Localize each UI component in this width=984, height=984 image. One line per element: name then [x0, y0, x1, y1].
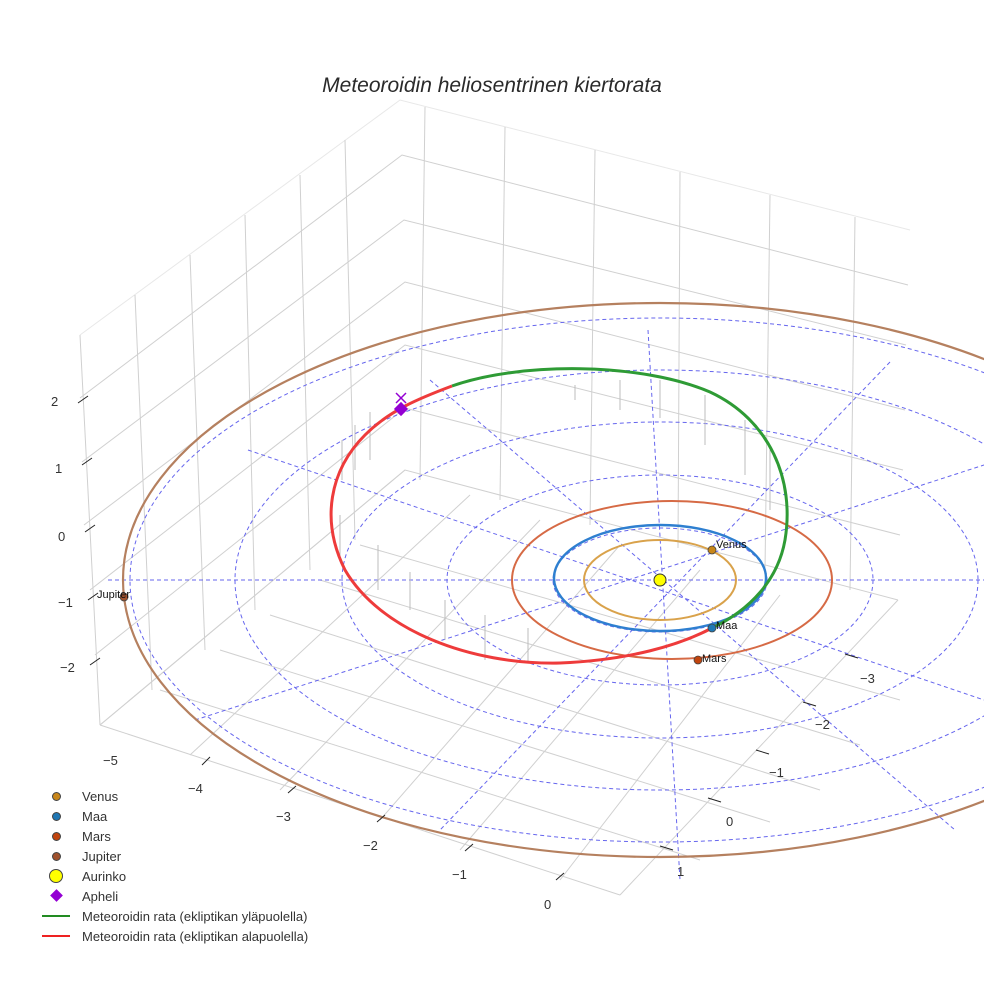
z-tick: 1: [55, 461, 63, 476]
jupiter-orbit: [122, 301, 984, 859]
drop-lines: [339, 380, 771, 662]
mars-label: Mars: [702, 653, 727, 665]
legend: Venus Maa Mars Jupiter Aurinko Apheli Me…: [38, 786, 308, 946]
meteoroid-orbit-above: [451, 367, 789, 630]
mars-dot-icon: [52, 832, 61, 841]
axis-box-grid: [79, 99, 911, 896]
axis-tick-marks: [77, 395, 859, 881]
mars-marker: [693, 655, 703, 665]
x-tick: −5: [103, 753, 118, 768]
z-tick: 2: [51, 394, 59, 409]
diamond-icon: [50, 889, 63, 902]
legend-item-apheli[interactable]: Apheli: [38, 886, 308, 906]
legend-label: Venus: [82, 788, 119, 804]
z-tick: 0: [58, 529, 66, 544]
legend-item-venus[interactable]: Venus: [38, 786, 308, 806]
red-line-icon: [42, 935, 70, 937]
y-tick: 0: [726, 814, 734, 829]
venus-label: Venus: [716, 539, 747, 551]
jupiter-marker: [119, 592, 129, 602]
z-tick: −2: [60, 660, 75, 675]
legend-item-maa[interactable]: Maa: [38, 806, 308, 826]
y-tick: −3: [860, 671, 875, 686]
legend-label: Meteoroidin rata (ekliptikan yläpuolella…: [82, 908, 308, 924]
ecliptic-polar-grid: [108, 317, 984, 881]
meteoroid-orbit-below: [329, 384, 713, 665]
y-tick: 1: [677, 864, 685, 879]
x-tick: −4: [188, 781, 203, 796]
green-line-icon: [42, 915, 70, 917]
jupiter-label: Jupiter: [97, 589, 131, 601]
y-tick: −1: [769, 765, 784, 780]
venus-dot-icon: [52, 792, 61, 801]
sun-dot-icon: [49, 869, 63, 883]
earth-marker: [707, 623, 717, 633]
legend-item-orbit-above[interactable]: Meteoroidin rata (ekliptikan yläpuolella…: [38, 906, 308, 926]
venus-orbit: [583, 539, 737, 621]
y-tick: −2: [815, 717, 830, 732]
jupiter-dot-icon: [52, 852, 61, 861]
x-tick: −1: [452, 867, 467, 882]
legend-label: Meteoroidin rata (ekliptikan alapuolella…: [82, 928, 309, 944]
mars-orbit: [511, 500, 833, 660]
venus-marker: [707, 545, 717, 555]
z-tick: −1: [58, 595, 73, 610]
earth-orbit: [552, 523, 768, 633]
x-tick: 0: [544, 897, 552, 912]
legend-item-aurinko[interactable]: Aurinko: [38, 866, 308, 886]
legend-label: Apheli: [82, 888, 119, 904]
aphelion-marker: [393, 401, 409, 417]
x-tick: −3: [276, 809, 291, 824]
x-tick: −2: [363, 838, 378, 853]
sun-marker: [653, 573, 667, 587]
legend-label: Aurinko: [82, 868, 127, 884]
legend-label: Maa: [82, 808, 108, 824]
legend-label: Mars: [82, 828, 111, 844]
legend-item-mars[interactable]: Mars: [38, 826, 308, 846]
chart-title: Meteoroidin heliosentrinen kiertorata: [322, 74, 662, 97]
earth-dot-icon: [52, 812, 61, 821]
legend-label: Jupiter: [82, 848, 122, 864]
legend-item-jupiter[interactable]: Jupiter: [38, 846, 308, 866]
maa-label: Maa: [716, 620, 738, 632]
aphelion-projection-icon: [395, 392, 407, 404]
legend-item-orbit-below[interactable]: Meteoroidin rata (ekliptikan alapuolella…: [38, 926, 308, 946]
